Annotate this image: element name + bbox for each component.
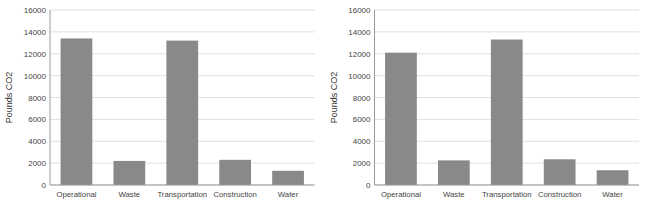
bar [438, 160, 470, 185]
y-tick-label: 10000 [24, 72, 47, 81]
plot-area [375, 10, 640, 185]
x-tick-label: Water [602, 190, 623, 199]
y-tick-label: 16000 [24, 6, 47, 15]
chart: 0 2000 4000 6000 8000 10000 12000 14000 16000 Ope… [0, 0, 649, 209]
y-tick-label: 12000 [348, 50, 371, 59]
bar [544, 159, 576, 185]
grid-line [375, 10, 640, 11]
y-tick-label: 4000 [353, 137, 371, 146]
y-tick-label: 2000 [28, 159, 46, 168]
grid-line [50, 31, 315, 32]
grid-line [50, 10, 315, 11]
y-tick-label: 4000 [28, 137, 46, 146]
grid-line [50, 185, 315, 186]
y-tick-label: 8000 [28, 94, 46, 103]
y-axis-line [50, 10, 51, 185]
y-tick-label: 6000 [353, 115, 371, 124]
x-tick-label: Operational [381, 190, 421, 199]
x-tick-label: Transportation [482, 190, 532, 199]
bar [219, 160, 251, 185]
y-tick-label: 10000 [348, 72, 371, 81]
x-tick-label: Waste [119, 190, 141, 199]
y-tick-label: 14000 [348, 28, 371, 37]
bar [272, 171, 304, 185]
x-axis-line [375, 185, 640, 186]
y-tick-label: 12000 [24, 50, 47, 59]
x-tick-label: Transportation [157, 190, 207, 199]
x-tick-label: Construction [538, 190, 582, 199]
y-tick-label: 0 [42, 181, 47, 190]
x-tick-label: Construction [213, 190, 257, 199]
panel: 0 2000 4000 6000 8000 10000 12000 14000 16000 Ope… [329, 6, 640, 199]
x-axis-line [50, 185, 315, 186]
bar [491, 40, 523, 185]
x-tick-label: Operational [56, 190, 96, 199]
bars [385, 40, 628, 185]
grid-line [375, 185, 640, 186]
y-tick-label: 14000 [24, 28, 47, 37]
bar [61, 38, 93, 185]
y-tick-label: 2000 [353, 159, 371, 168]
x-tick-label: Water [278, 190, 299, 199]
y-axis-label: Pounds CO2 [4, 72, 14, 124]
bar [113, 161, 145, 185]
x-tick-label: Waste [443, 190, 465, 199]
y-tick-label: 0 [366, 181, 371, 190]
bar [385, 53, 417, 185]
y-tick-label: 16000 [348, 6, 371, 15]
bars [61, 38, 304, 185]
grid-line [375, 31, 640, 32]
y-tick-label: 8000 [353, 94, 371, 103]
y-axis-line [374, 10, 375, 185]
plot-area [50, 10, 315, 185]
y-tick-label: 6000 [28, 115, 46, 124]
bar [166, 41, 198, 185]
panel: 0 2000 4000 6000 8000 10000 12000 14000 16000 Ope… [4, 6, 315, 199]
y-axis-label: Pounds CO2 [329, 72, 339, 124]
bar [597, 170, 629, 185]
